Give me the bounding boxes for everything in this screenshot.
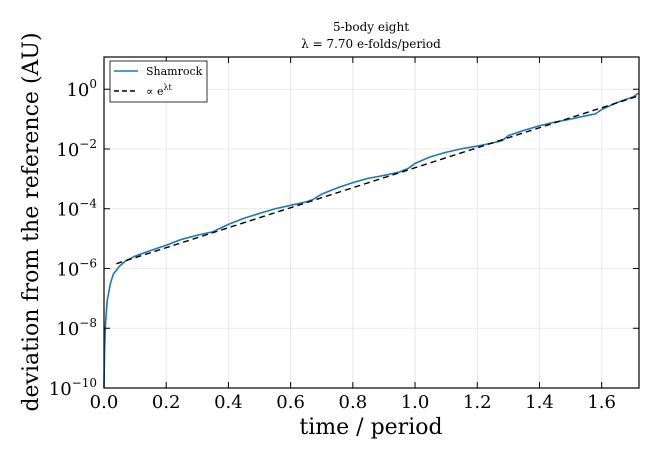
legend-label-fit-exponent: λt <box>163 83 172 92</box>
legend-box <box>109 60 208 103</box>
y-tick-label-base: 10 <box>56 140 79 161</box>
series-line-exponential-fit <box>116 95 640 265</box>
x-tick-label: 0.4 <box>214 392 243 413</box>
x-tick-label: 1.6 <box>587 392 616 413</box>
y-tick-label: 10−10 <box>49 376 97 400</box>
x-tick-label: 1.4 <box>525 392 554 413</box>
x-tick-label: 0.8 <box>339 392 368 413</box>
axis-ticks <box>103 57 639 389</box>
y-tick-label-base: 10 <box>66 80 89 101</box>
y-tick-label-exponent: −10 <box>72 376 97 390</box>
y-tick-label: 10−8 <box>56 316 97 340</box>
y-tick-label-base: 10 <box>56 259 79 280</box>
y-tick-label-base: 10 <box>56 319 79 340</box>
y-tick-label-exponent: −6 <box>79 256 97 270</box>
y-tick-label-exponent: −8 <box>79 316 97 330</box>
y-tick-label: 100 <box>66 77 97 101</box>
y-axis-label: deviation from the reference (AU) <box>19 32 44 411</box>
plot-area-frame <box>103 56 640 389</box>
y-tick-label-base: 10 <box>49 379 72 400</box>
chart-title: 5-body eight <box>333 20 409 34</box>
x-tick-label: 0.0 <box>90 392 119 413</box>
grid-lines <box>103 57 639 389</box>
legend: Shamrock ∝ eλt <box>109 60 208 103</box>
series-layer <box>103 92 640 389</box>
legend-label-shamrock: Shamrock <box>146 65 203 78</box>
x-tick-label: 1.2 <box>463 392 492 413</box>
y-tick-label: 10−2 <box>56 137 97 161</box>
x-tick-label: 1.0 <box>401 392 430 413</box>
y-tick-label-exponent: 0 <box>89 77 97 91</box>
legend-label-fit-base: ∝ e <box>146 85 163 98</box>
legend-label-fit: ∝ eλt <box>146 83 173 98</box>
y-tick-label: 10−4 <box>56 197 97 221</box>
x-axis-label: time / period <box>299 415 442 440</box>
x-tick-label: 0.2 <box>152 392 181 413</box>
series-line-shamrock <box>103 92 640 389</box>
y-tick-label: 10−6 <box>56 256 97 280</box>
x-tick-label: 0.6 <box>276 392 305 413</box>
y-tick-label-exponent: −2 <box>79 137 97 151</box>
y-tick-label-base: 10 <box>56 200 79 221</box>
y-tick-label-exponent: −4 <box>79 197 97 211</box>
chart-subtitle: λ = 7.70 e-folds/period <box>301 37 441 51</box>
